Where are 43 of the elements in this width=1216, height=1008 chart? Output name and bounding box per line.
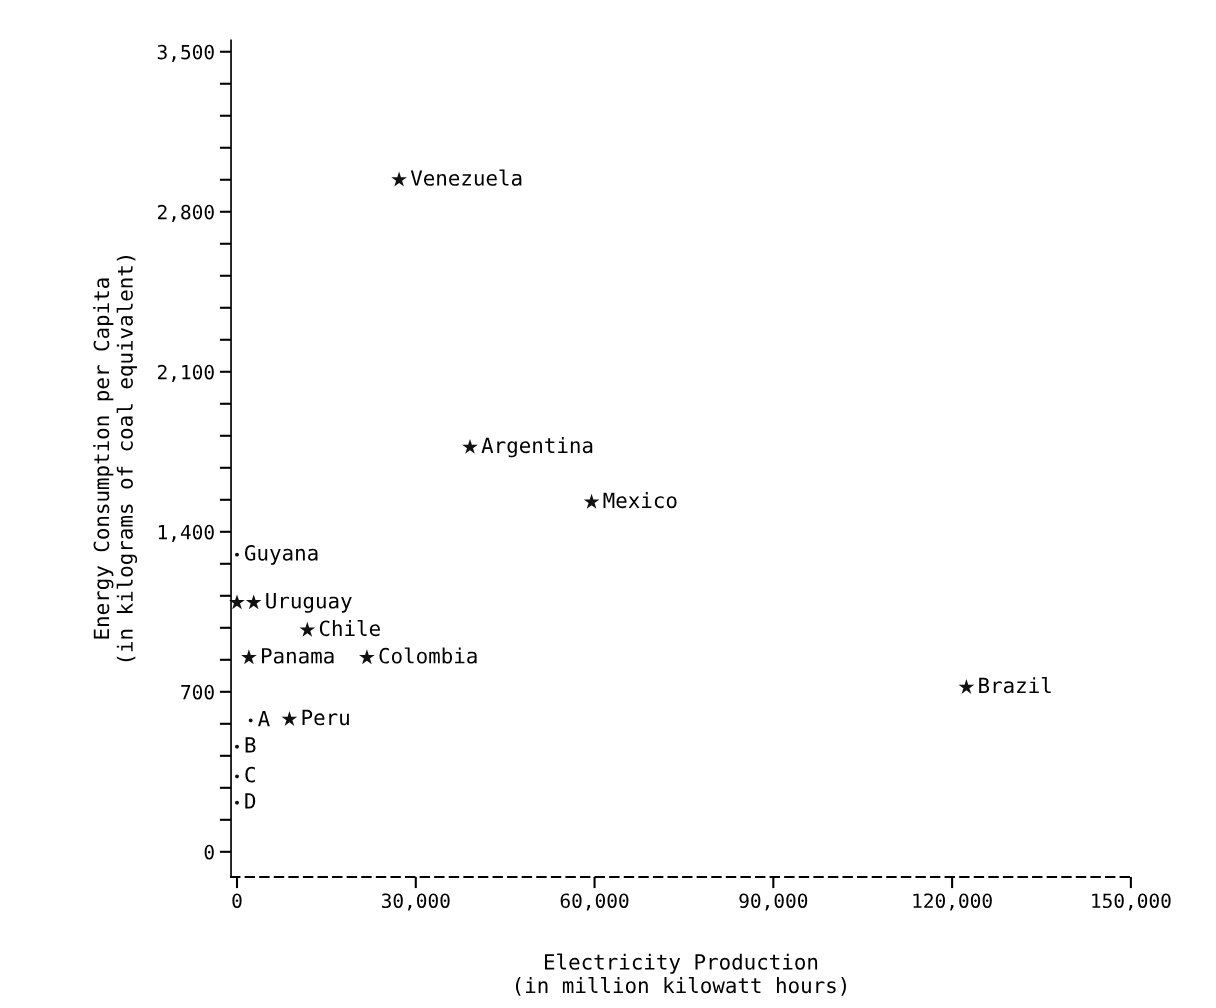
annotation: Uruguay xyxy=(266,593,352,613)
point xyxy=(248,718,253,723)
point xyxy=(229,594,245,610)
y-axis-title: Energy Consumption per Capita (in kilograms of coal equivalent) xyxy=(93,256,138,662)
y-tick-label: 700 xyxy=(181,684,214,700)
point xyxy=(958,679,975,694)
point xyxy=(359,649,375,665)
x-axis-title: Electricity Production (in million kilowatt hours) xyxy=(515,953,846,996)
point xyxy=(462,438,478,454)
annotation: Guyana xyxy=(244,544,318,565)
annotation: D xyxy=(245,793,256,809)
y-tick-label: 2,800 xyxy=(157,204,214,222)
x-tick-label: 90,000 xyxy=(739,893,808,911)
point xyxy=(583,493,600,509)
annotation: Panama xyxy=(262,648,334,664)
point xyxy=(299,621,316,637)
annotation: Mexico xyxy=(603,492,677,509)
y-tick-label: 2,100 xyxy=(157,364,214,382)
y-tick-label: 1,400 xyxy=(158,524,214,542)
annotation: Argentina xyxy=(481,437,593,458)
point xyxy=(391,171,407,187)
annotation: Chile xyxy=(319,619,380,637)
x-tick-label: 0 xyxy=(232,893,242,909)
point xyxy=(245,594,262,610)
point xyxy=(241,649,257,665)
annotation: A xyxy=(258,710,270,727)
y-tick-label: 3,500 xyxy=(157,44,214,62)
point xyxy=(235,552,239,557)
annotation: Colombia xyxy=(379,647,477,664)
point xyxy=(281,711,298,726)
x-tick-label: 120,000 xyxy=(913,893,992,911)
x-tick-label: 30,000 xyxy=(381,893,450,911)
x-tick-label: 60,000 xyxy=(560,893,629,911)
y-tick-label: 0 xyxy=(204,844,214,860)
annotation: C xyxy=(245,766,255,783)
point xyxy=(235,800,239,805)
annotation: B xyxy=(245,737,256,753)
annotation: Brazil xyxy=(979,677,1051,694)
point xyxy=(235,744,239,749)
point xyxy=(235,774,239,779)
annotation: Venezuela xyxy=(410,169,522,186)
x-tick-label: 150,000 xyxy=(1092,893,1171,911)
annotation: Peru xyxy=(302,709,349,726)
